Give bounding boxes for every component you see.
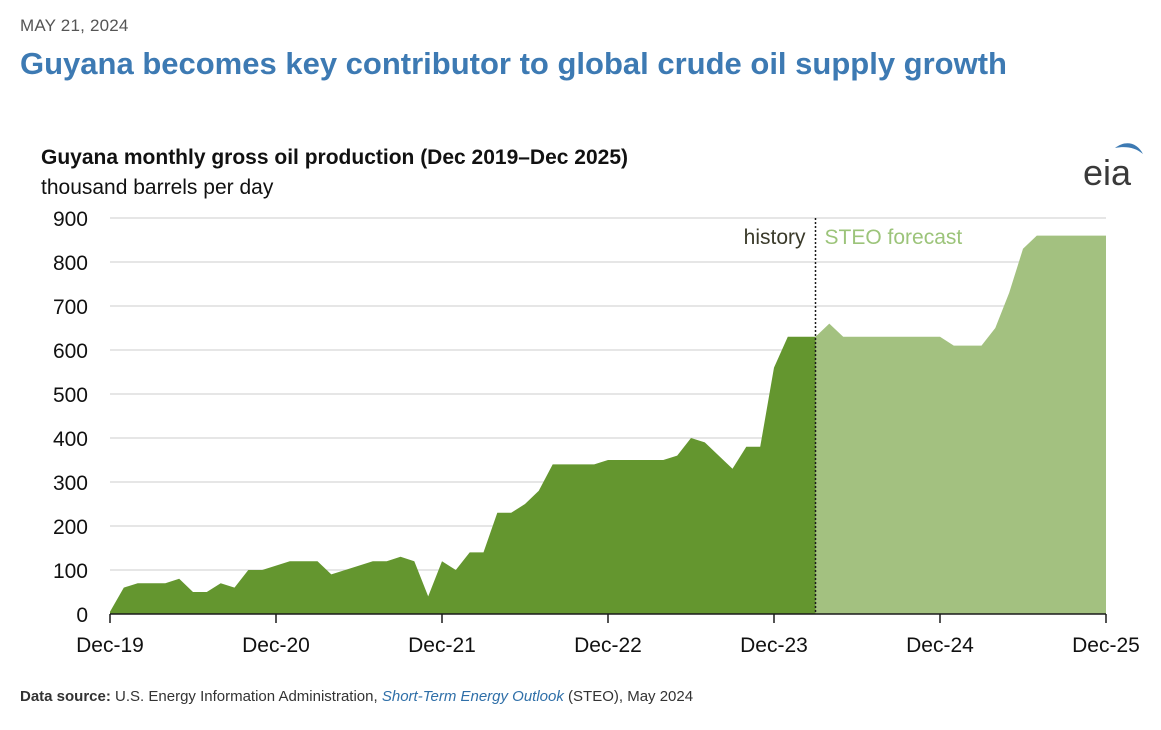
x-tick-label: Dec-24 <box>906 634 974 657</box>
source-link[interactable]: Short-Term Energy Outlook <box>381 688 564 705</box>
x-tick-label: Dec-22 <box>574 634 642 657</box>
eia-logo-arc <box>1115 143 1143 154</box>
forecast-label: STEO forecast <box>825 226 963 249</box>
y-tick-label: 700 <box>53 296 88 319</box>
source-text: U.S. Energy Information Administration, <box>115 688 378 705</box>
x-tick-label: Dec-23 <box>740 634 808 657</box>
eia-logo-text: eia <box>1083 152 1132 190</box>
area-series-forecast <box>815 235 1106 614</box>
chart-unit-label: thousand barrels per day <box>41 176 274 199</box>
forecast-divider: history STEO forecast <box>744 218 963 614</box>
tick-labels: 0 100 200 300 400 500 600 700 800 900 Dec-19 Dec-20… <box>53 208 1140 657</box>
y-tick-label: 0 <box>76 604 88 627</box>
x-tick-label: Dec-20 <box>242 634 310 657</box>
x-tick-label: Dec-25 <box>1072 634 1140 657</box>
data-source-note: Data source: U.S. Energy Information Adm… <box>20 688 693 705</box>
axes <box>109 613 1107 623</box>
publish-date: MAY 21, 2024 <box>20 16 129 35</box>
y-tick-label: 900 <box>53 208 88 231</box>
y-tick-label: 200 <box>53 516 88 539</box>
y-tick-label: 300 <box>53 472 88 495</box>
x-tick-label: Dec-21 <box>408 634 476 657</box>
y-tick-label: 800 <box>53 252 88 275</box>
y-tick-label: 400 <box>53 428 88 451</box>
y-tick-label: 100 <box>53 560 88 583</box>
history-label: history <box>744 226 806 249</box>
eia-logo[interactable]: eia <box>1075 138 1145 190</box>
data-areas <box>110 235 1106 614</box>
source-label: Data source: <box>20 688 111 705</box>
x-tick-label: Dec-19 <box>76 634 144 657</box>
chart-title: Guyana monthly gross oil production (Dec… <box>41 146 629 169</box>
article-headline: Guyana becomes key contributor to global… <box>20 46 1007 81</box>
source-text-after: (STEO), May 2024 <box>568 688 694 705</box>
y-tick-label: 500 <box>53 384 88 407</box>
y-tick-label: 600 <box>53 340 88 363</box>
area-series-history <box>110 336 816 614</box>
